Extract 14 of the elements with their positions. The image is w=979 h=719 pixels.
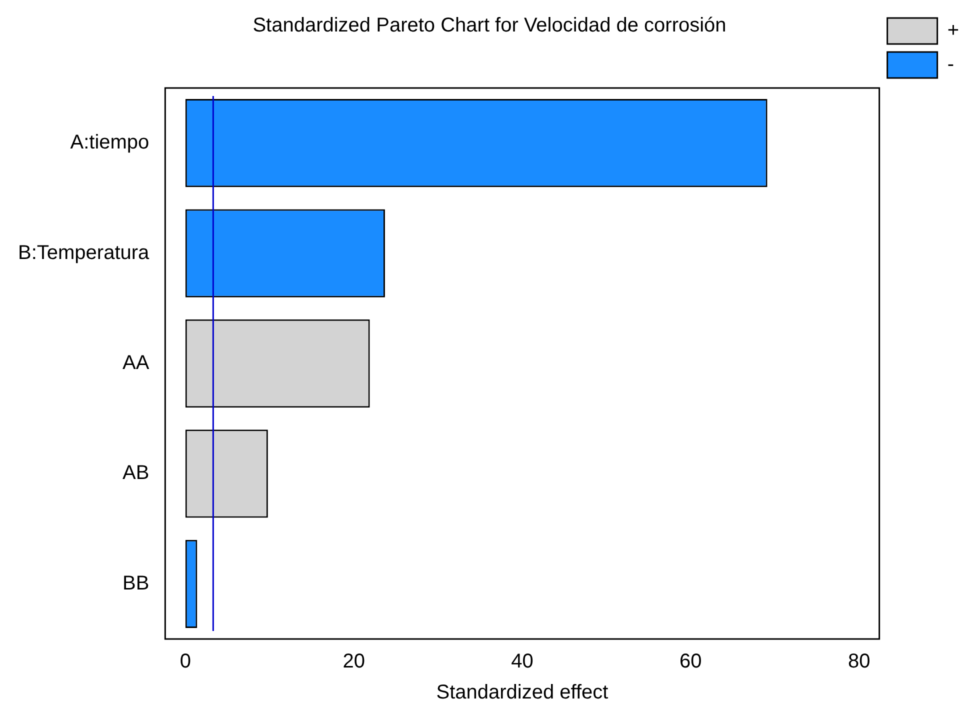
y-tick-label: AB xyxy=(122,462,150,484)
x-tick-label: 40 xyxy=(511,650,534,673)
x-tick-label: 60 xyxy=(680,650,702,673)
y-tick-label: AA xyxy=(122,352,150,374)
y-tick-label: B:Temperatura xyxy=(18,242,150,264)
y-tick-label: A:tiempo xyxy=(70,132,150,154)
x-axis-title: Standardized effect xyxy=(436,682,609,704)
x-tick-label: 80 xyxy=(848,650,870,673)
x-tick-label: 0 xyxy=(180,650,191,673)
y-tick-label: BB xyxy=(122,572,150,594)
x-tick-label: 20 xyxy=(342,650,365,673)
legend-label: - xyxy=(947,54,954,76)
legend-label: + xyxy=(947,20,960,42)
chart-title: Standardized Pareto Chart for Velocidad de corrosión xyxy=(252,14,726,37)
